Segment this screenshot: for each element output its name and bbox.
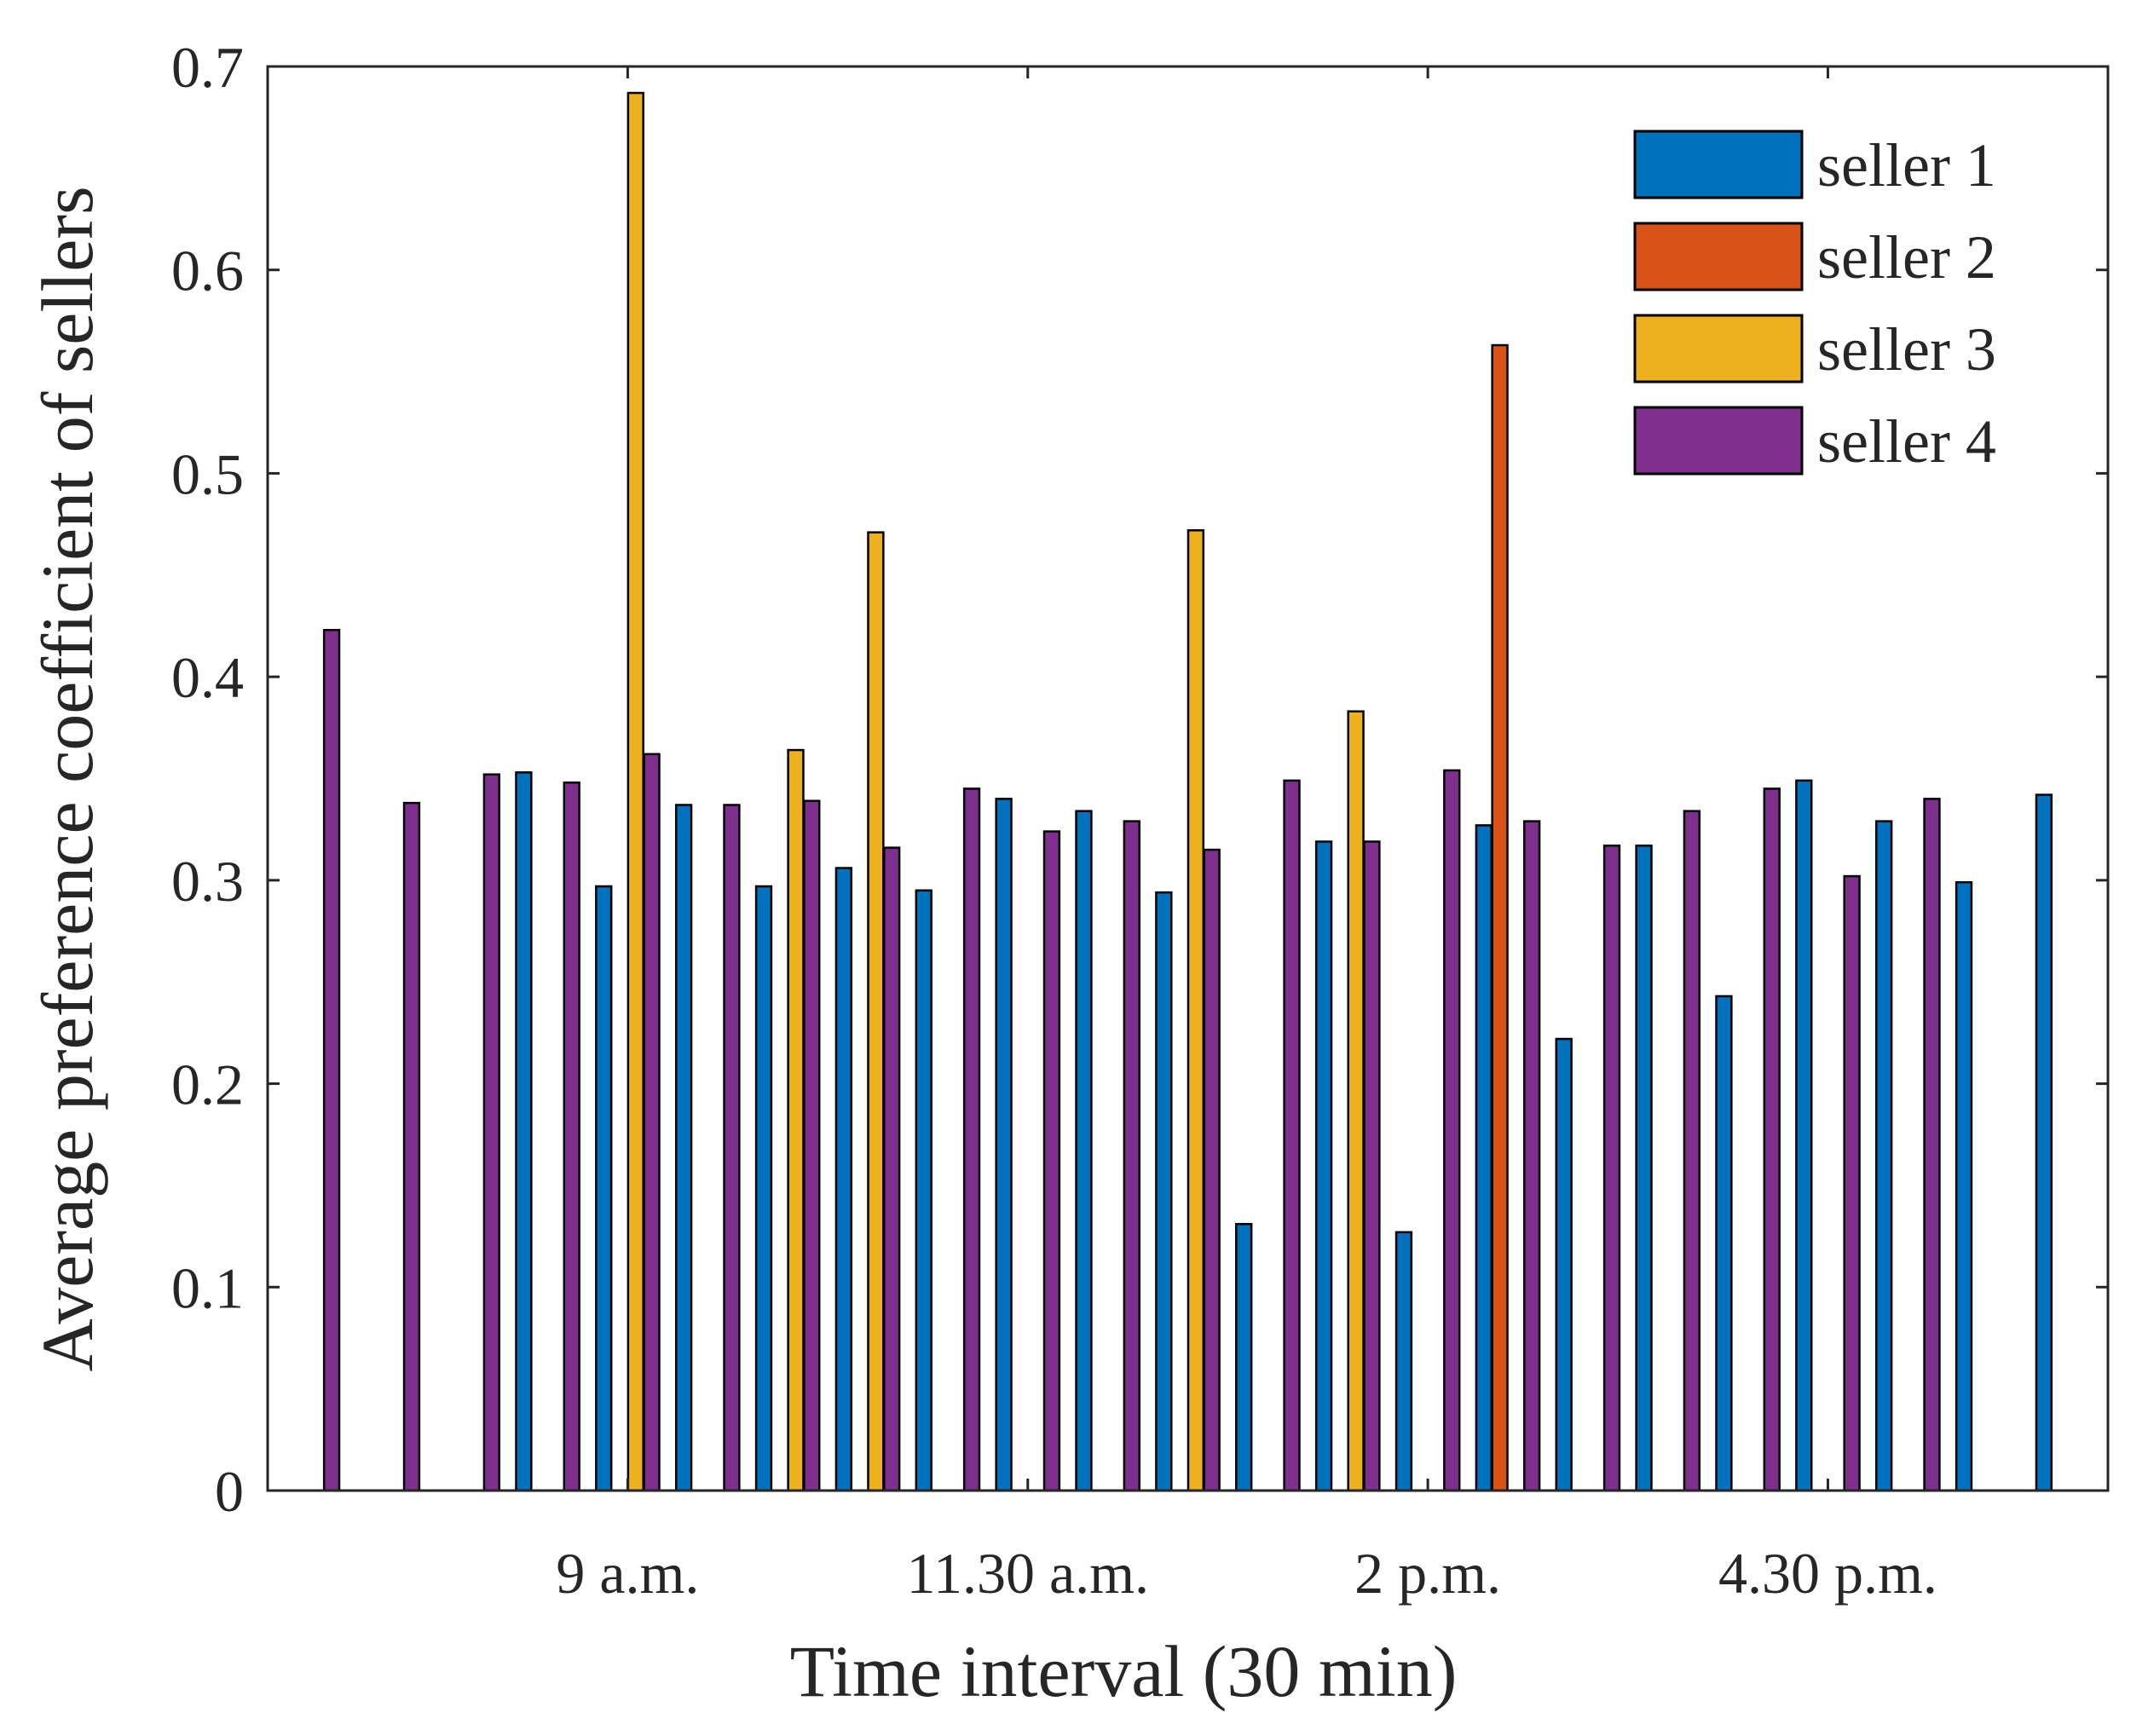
legend-label: seller 1 [1817,131,1996,199]
bar-seller4-x18 [1683,810,1701,1492]
bar-seller1-x8 [834,867,853,1492]
legend-label: seller 4 [1817,407,1996,476]
bar-seller3-x8 [867,531,885,1492]
bar-seller1-x6 [674,804,693,1492]
bar-seller4-x8 [883,846,901,1492]
bar-seller4-x15 [1443,769,1461,1492]
bar-seller4-x13 [1283,779,1301,1492]
bar-seller4-x1 [322,628,341,1492]
y-tick-label: 0.7 [171,35,244,100]
bar-seller1-x13 [1235,1223,1253,1492]
bar-seller4-x5 [643,753,661,1492]
bar-seller1-x4 [515,771,533,1492]
series-4 [322,628,1941,1492]
legend-label: seller 2 [1817,223,1996,291]
y-tick-label: 0.3 [171,849,244,914]
axes-box [266,65,2110,1492]
bar-seller3-x14 [1347,710,1365,1492]
x-tick-labels: 9 a.m. 11.30 a.m. 2 p.m. 4.30 p.m. [556,1541,1937,1606]
bar-seller4-x19 [1763,787,1781,1492]
bars [322,91,2053,1492]
y-tick-label: 0 [215,1459,244,1524]
bar-seller1-x19 [1715,995,1733,1492]
series-3 [626,91,1365,1492]
legend-item-seller-3: seller 3 [1633,314,1996,384]
legend-swatch [1633,314,1804,384]
bar-seller4-x14 [1363,840,1381,1492]
bar-seller4-x4 [563,781,580,1492]
bar-seller1-x21 [1874,820,1893,1492]
legend-swatch [1633,130,1804,199]
bar-seller1-x18 [1635,845,1653,1492]
bar-seller1-x22 [1955,880,1973,1492]
bar-seller1-x10 [995,798,1013,1492]
y-tick-label: 0.5 [171,441,244,506]
x-tick-label: 2 p.m. [1354,1541,1501,1606]
bar-seller1-x20 [1795,779,1813,1492]
legend: seller 1 seller 2 seller 3 seller 4 [1633,130,1996,476]
bar-seller1-x12 [1155,891,1173,1492]
bar-seller1-x23 [2035,793,2053,1492]
legend-swatch [1633,406,1804,476]
y-tick-labels: 0 0.1 0.2 0.3 0.4 0.5 0.6 0.7 [171,35,244,1524]
y-tick-label: 0.2 [171,1053,244,1117]
bar-seller1-x17 [1555,1037,1573,1492]
bar-seller3-x12 [1187,529,1205,1492]
y-axis-title: Average preference coefficient of seller… [26,186,108,1371]
bar-seller4-x9 [962,787,981,1492]
bar-seller1-x11 [1075,810,1093,1492]
y-tick-label: 0.1 [171,1255,244,1320]
bar-seller3-x5 [626,91,644,1492]
legend-swatch [1633,222,1804,291]
bar-seller4-x3 [482,773,501,1492]
bar-seller2-x16 [1491,343,1509,1492]
bar-seller1-x15 [1394,1231,1413,1492]
x-tick-label: 11.30 a.m. [906,1541,1149,1606]
bar-seller1-x16 [1475,824,1493,1492]
bar-seller4-x17 [1602,845,1621,1492]
bar-seller4-x21 [1923,798,1941,1492]
bar-seller1-x9 [915,889,933,1492]
y-tick-label: 0.6 [171,239,244,303]
bar-seller4-x6 [723,804,741,1492]
bar-seller1-x7 [754,885,773,1492]
bar-seller4-x12 [1203,848,1221,1492]
bar-seller4-x16 [1522,820,1541,1492]
series-2 [1491,343,1509,1492]
x-tick-label: 4.30 p.m. [1718,1541,1937,1606]
x-tick-label: 9 a.m. [556,1541,699,1606]
bar-seller4-x2 [402,801,421,1492]
bar-seller4-x10 [1042,830,1061,1492]
legend-label: seller 3 [1817,315,1996,384]
legend-item-seller-2: seller 2 [1633,222,1996,291]
x-axis-title: Time interval (30 min) [790,1630,1458,1712]
bar-seller1-x14 [1314,840,1333,1492]
legend-item-seller-4: seller 4 [1633,406,1996,476]
bar-seller1-x5 [595,885,613,1492]
bar-seller4-x11 [1123,820,1140,1492]
bar-seller4-x20 [1843,874,1861,1492]
legend-item-seller-1: seller 1 [1633,130,1996,199]
plot-area [266,65,2110,1492]
y-tick-label: 0.4 [171,645,244,710]
bar-seller4-x7 [803,799,821,1492]
bar-seller3-x7 [787,748,805,1492]
